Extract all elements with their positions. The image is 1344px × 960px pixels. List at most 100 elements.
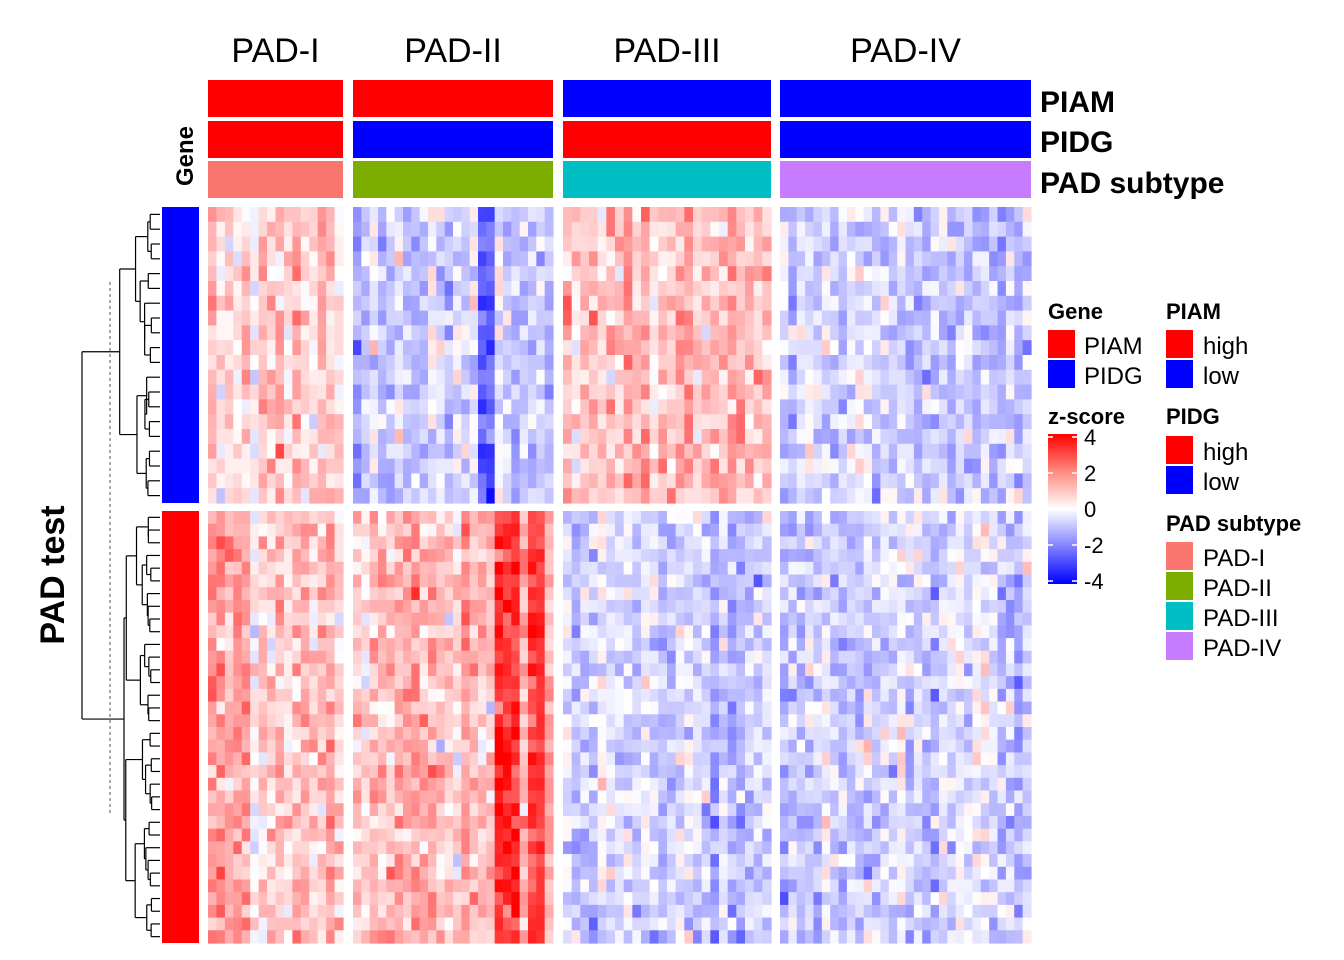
heatmap-cell [241,599,251,614]
heatmap-cell [838,523,848,538]
heatmap-cell [334,739,344,754]
heatmap-cell [813,384,823,400]
heatmap-cell [536,561,546,576]
heatmap-cell [796,815,806,830]
heatmap-cell [796,310,806,326]
heatmap-cell [855,207,865,223]
heatmap-cell [334,752,344,766]
heatmap-cell [821,511,831,525]
heatmap-cell [241,511,251,525]
heatmap-cell [623,414,633,430]
heatmap-cell [821,281,831,297]
heatmap-cell [275,930,285,944]
heatmap-cell [1014,752,1024,766]
heatmap-cell [805,714,815,728]
heatmap-cell [224,488,234,504]
heatmap-cell [1005,399,1015,415]
heatmap-cell [378,221,387,238]
heatmap-cell [469,549,479,563]
heatmap-cell [461,815,471,830]
heatmap-cell [283,765,293,779]
heatmap-cell [913,429,923,445]
heatmap-cell [830,587,840,601]
heatmap-cell [403,536,412,550]
heatmap-cell [411,765,421,779]
heatmap-cell [1005,599,1015,614]
heatmap-cell [980,251,990,267]
heatmap-cell [403,866,412,881]
heatmap-cell [436,443,446,460]
heatmap-cell [897,295,907,312]
heatmap-cell [419,892,429,906]
heatmap-cell [796,207,806,223]
heatmap-cell [571,688,581,703]
heatmap-cell [821,625,831,639]
heatmap-cell [922,549,932,563]
heatmap-cell [905,266,915,282]
heatmap-cell [309,879,319,893]
heatmap-cell [813,650,823,665]
heatmap-cell [580,251,590,267]
heatmap-cell [411,523,421,538]
heatmap-cell [503,904,512,919]
heatmap-cell [745,429,755,445]
heatmap-cell [403,599,412,614]
heatmap-cell [989,523,999,538]
heatmap-cell [580,777,590,792]
heatmap-cell [283,917,293,931]
heatmap-cell [880,236,890,252]
heatmap-cell [753,251,763,267]
heatmap-cell [486,828,496,842]
heatmap-cell [658,325,668,341]
heatmap-cell [267,251,277,267]
heatmap-cell [649,930,659,944]
heatmap-cell [980,599,990,614]
heatmap-cell [1005,221,1015,238]
heatmap-cell [428,727,437,741]
heatmap-cell [780,676,789,690]
heatmap-cell [947,676,957,690]
heatmap-cell [528,599,537,614]
heatmap-cell [419,340,429,356]
heatmap-cell [701,369,711,386]
heatmap-cell [888,663,898,677]
heatmap-cell [855,295,865,312]
heatmap-cell [821,251,831,267]
heatmap-cell [394,266,404,282]
heatmap-cell [693,536,703,550]
heatmap-cell [317,854,327,868]
heatmap-cell [386,574,396,588]
heatmap-cell [675,549,685,563]
heatmap-cell [788,266,798,282]
heatmap-cell [762,429,772,445]
heatmap-cell [838,790,848,804]
heatmap-cell [796,663,806,677]
heatmap-cell [309,612,319,626]
heatmap-cell [972,727,982,741]
heatmap-cell [300,790,310,804]
heatmap-cell [641,739,651,754]
heatmap-cell [727,765,737,779]
heatmap-cell [519,638,529,652]
heatmap-cell [267,739,277,754]
heatmap-cell [675,688,685,703]
heatmap-cell [326,221,336,238]
heatmap-cell [589,701,599,715]
heatmap-cell [913,340,923,356]
heatmap-cell [913,399,923,415]
heatmap-cell [855,355,865,371]
heatmap-cell [989,777,999,792]
heatmap-cell [913,587,923,601]
heatmap-cell [667,458,677,474]
heatmap-cell [972,429,982,445]
heatmap-cell [938,236,948,252]
heatmap-cell [872,369,881,386]
heatmap-cell [444,714,454,728]
heatmap-cell [753,473,763,489]
heatmap-cell [930,325,940,341]
heatmap-cell [258,207,268,223]
heatmap-cell [880,739,890,754]
heatmap-cell [428,663,437,677]
heatmap-cell [250,777,260,792]
heatmap-cell [478,281,487,297]
